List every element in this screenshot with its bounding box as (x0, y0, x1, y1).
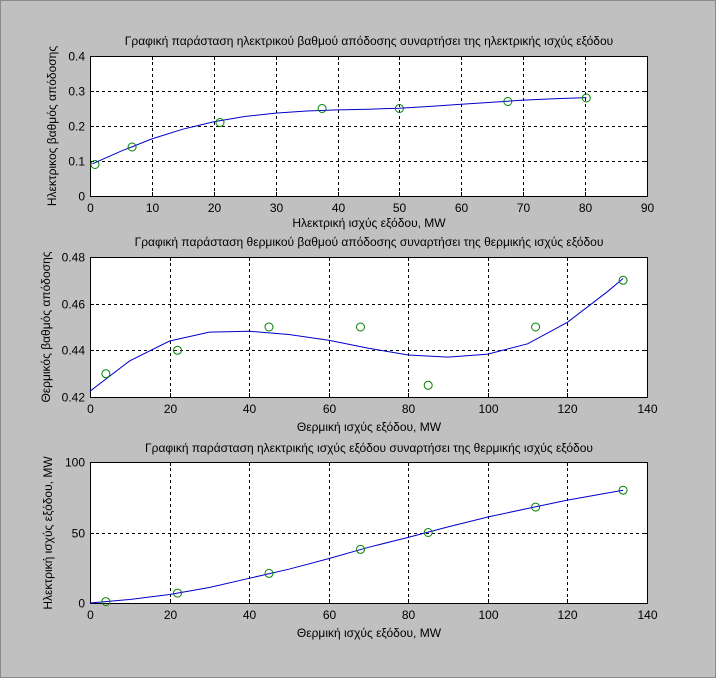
data-point (127, 142, 137, 152)
data-point (618, 485, 628, 495)
x-tick-label: 20 (208, 201, 222, 215)
data-point (215, 118, 225, 127)
axes-2-title: Γραφική παράσταση θερμικού βαθμού απόδοσ… (135, 235, 604, 249)
axes-2-fit-curve (89, 278, 624, 392)
data-point (531, 502, 541, 512)
axes-2-y-ticks: 0.42 0.44 0.46 0.48 (62, 251, 647, 405)
x-tick-label: 100 (478, 608, 498, 622)
axes-3-x-ticks: 0 20 40 60 80 100 120 140 (87, 462, 658, 622)
axes-3-data-points (101, 485, 628, 607)
x-tick-label: 30 (270, 201, 284, 215)
x-tick-label: 140 (637, 402, 657, 416)
data-point (423, 380, 433, 390)
y-tick-label: 0.4 (68, 50, 85, 64)
y-tick-label: 0 (78, 597, 85, 611)
x-tick-label: 60 (455, 201, 469, 215)
data-point (264, 322, 274, 332)
axes-3-title: Γραφική παράσταση ηλεκτρικής ισχύς εξόδο… (145, 441, 593, 455)
x-tick-label: 20 (164, 608, 178, 622)
axes-1-x-label: Ηλεκτρική ισχύς εξόδου, MW (292, 216, 446, 230)
axes-1-y-label: Ηλεκτρικος βαθμός απόδοσης (45, 46, 59, 206)
y-tick-label: 0.48 (62, 251, 86, 265)
y-tick-label: 0.3 (68, 85, 85, 99)
x-tick-label: 50 (393, 201, 407, 215)
y-tick-label: 0 (78, 190, 85, 204)
axes-3-fit-curve (89, 489, 624, 604)
x-tick-label: 120 (557, 402, 577, 416)
axes-1-data-points (90, 93, 591, 169)
x-tick-label: 20 (164, 402, 178, 416)
x-tick-label: 60 (323, 608, 337, 622)
y-tick-label: 0.42 (62, 391, 86, 405)
x-tick-label: 0 (87, 201, 94, 215)
axes-1-y-ticks: 0 0.1 0.2 0.3 0.4 (68, 50, 647, 204)
y-tick-label: 0.46 (62, 298, 86, 312)
data-point (356, 544, 365, 554)
axes-2-x-ticks: 0 20 40 60 80 100 120 140 (87, 257, 658, 416)
y-tick-label: 50 (72, 527, 86, 541)
data-point (394, 104, 404, 113)
x-tick-label: 100 (478, 402, 498, 416)
data-point (264, 568, 274, 578)
x-tick-label: 80 (402, 608, 416, 622)
axes-2-y-label: Θερμικός βαθμός απόδοσης (39, 251, 53, 402)
data-point (531, 322, 541, 332)
x-tick-label: 80 (402, 402, 416, 416)
axes-2-grid (90, 257, 647, 397)
axes-3: Γραφική παράσταση ηλεκτρικής ισχύς εξόδο… (41, 441, 658, 640)
x-tick-label: 0 (87, 608, 94, 622)
data-point (618, 275, 628, 285)
axes-2-data-points (101, 275, 628, 390)
data-point (90, 160, 100, 169)
x-tick-label: 60 (323, 402, 337, 416)
x-tick-label: 40 (243, 608, 257, 622)
x-tick-label: 120 (557, 608, 577, 622)
axes-1: Γραφική παράσταση ηλεκτρικού βαθμού απόδ… (45, 34, 654, 230)
axes-1-title: Γραφική παράσταση ηλεκτρικού βαθμού απόδ… (125, 34, 613, 48)
axes-3-y-ticks: 0 50 100 (65, 456, 647, 611)
x-tick-label: 70 (517, 201, 531, 215)
data-point (101, 369, 111, 379)
axes-2-plot-area (90, 257, 648, 398)
data-point (173, 588, 182, 598)
axes-1-grid (90, 56, 647, 196)
x-tick-label: 40 (243, 402, 257, 416)
data-point (356, 322, 365, 332)
x-tick-label: 10 (146, 201, 160, 215)
axes-3-grid (90, 462, 647, 603)
axes-2-x-label: Θερμική ισχύς εξόδου, MW (297, 420, 442, 434)
axes-3-y-label: Ηλεκτρική ισχύς εξόδου, MW (41, 456, 55, 610)
data-point (101, 597, 111, 607)
data-point (317, 104, 327, 113)
data-point (503, 97, 513, 106)
y-tick-label: 0.2 (68, 120, 85, 134)
axes-3-x-label: Θερμική ισχύς εξόδου, MW (297, 626, 442, 640)
data-point (581, 93, 591, 103)
axes-2: Γραφική παράσταση θερμικού βαθμού απόδοσ… (39, 235, 658, 434)
x-tick-label: 140 (637, 608, 657, 622)
x-tick-label: 80 (579, 201, 593, 215)
y-tick-label: 0.44 (62, 344, 86, 358)
y-tick-label: 100 (65, 456, 85, 470)
x-tick-label: 40 (332, 201, 346, 215)
x-tick-label: 0 (87, 402, 94, 416)
data-point (173, 345, 182, 355)
data-point (423, 528, 433, 537)
axes-1-fit-curve (92, 97, 587, 165)
x-tick-label: 90 (641, 201, 655, 215)
y-tick-label: 0.1 (68, 155, 85, 169)
